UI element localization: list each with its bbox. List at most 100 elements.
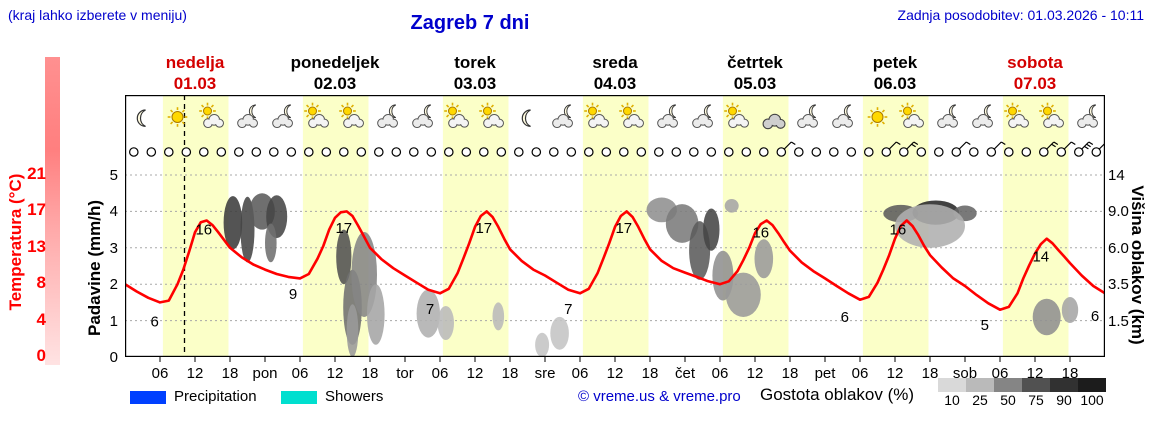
precipitation-swatch bbox=[130, 391, 166, 404]
day-header-petek: petek 06.03 bbox=[825, 52, 965, 94]
temp-value-label: 17 bbox=[475, 220, 492, 237]
day-name: sreda bbox=[592, 53, 638, 72]
wind-symbol bbox=[933, 147, 944, 157]
x-tick-label: 18 bbox=[782, 365, 799, 382]
x-tick-label: tor bbox=[396, 365, 414, 382]
day-name: četrtek bbox=[727, 53, 783, 72]
x-tick-label: 18 bbox=[642, 365, 659, 382]
moon-cloud-icon bbox=[692, 104, 713, 129]
wind-symbol bbox=[723, 147, 734, 157]
cloud-blob bbox=[535, 332, 550, 357]
precipitation-tick: 4 bbox=[109, 203, 118, 221]
sun-cloud-icon bbox=[584, 102, 609, 129]
cloud-height-tick: 14 bbox=[1108, 167, 1125, 184]
density-box-90 bbox=[1050, 378, 1078, 392]
moon-cloud-icon bbox=[832, 104, 853, 129]
x-tick-label: 06 bbox=[712, 365, 729, 382]
temperature-tick: 4 bbox=[36, 309, 46, 329]
x-tick-label: 18 bbox=[362, 365, 379, 382]
wind-symbol bbox=[548, 147, 559, 157]
x-tick-label: 12 bbox=[187, 365, 204, 382]
temp-value-label: 16 bbox=[752, 224, 769, 241]
temperature-tick: 8 bbox=[36, 273, 46, 293]
x-tick-label: pon bbox=[252, 365, 277, 382]
moon-cloud-icon bbox=[237, 104, 258, 129]
x-tick-label: 18 bbox=[222, 365, 239, 382]
cloud-blob bbox=[437, 306, 454, 340]
x-tick-label: 12 bbox=[327, 365, 344, 382]
wind-symbol bbox=[374, 147, 384, 157]
moon-cloud-icon bbox=[797, 104, 818, 129]
wind-symbol bbox=[951, 141, 971, 157]
temperature-tick: 17 bbox=[27, 200, 46, 220]
wind-symbol bbox=[216, 147, 227, 157]
wind-symbol bbox=[793, 147, 804, 157]
wind-symbol bbox=[601, 147, 612, 157]
day-header-ponedeljek: ponedeljek 02.03 bbox=[265, 52, 405, 94]
cloud-density-label: Gostota oblakov (%) bbox=[760, 385, 915, 404]
copyright-link[interactable]: © vreme.us & vreme.pro bbox=[578, 388, 741, 405]
sun-cloud-icon bbox=[1004, 102, 1029, 129]
x-tick-label: 12 bbox=[747, 365, 764, 382]
density-tick-label: 90 bbox=[1056, 392, 1072, 408]
cloud-blob bbox=[665, 204, 699, 243]
wind-symbol bbox=[863, 147, 874, 157]
x-tick-label: 06 bbox=[292, 365, 309, 382]
moon-cloud-icon bbox=[412, 104, 433, 129]
moon-cloud-icon bbox=[972, 104, 993, 129]
wind-symbol bbox=[269, 147, 279, 157]
temperature-colorbar bbox=[45, 57, 60, 365]
cloud-blob bbox=[1061, 297, 1079, 323]
sun-cloud-icon bbox=[444, 102, 469, 129]
precipitation-tick: 0 bbox=[109, 349, 118, 366]
wind-symbol bbox=[671, 147, 682, 157]
sun-cloud-icon bbox=[339, 102, 364, 129]
cloud-blob bbox=[725, 272, 761, 317]
x-tick-label: pet bbox=[815, 365, 837, 382]
day-header-nedelja: nedelja 01.03 bbox=[125, 52, 265, 94]
wind-symbol bbox=[1091, 142, 1105, 157]
x-tick-label: 12 bbox=[607, 365, 624, 382]
sun-icon bbox=[167, 107, 188, 127]
wind-symbol bbox=[443, 147, 454, 157]
cloud-blob bbox=[265, 223, 277, 263]
day-name: sobota bbox=[1007, 53, 1063, 72]
cloud-blob bbox=[550, 316, 569, 350]
temp-value-label: 17 bbox=[615, 220, 632, 237]
moon-cloud-icon bbox=[552, 104, 573, 129]
x-tick-label: 12 bbox=[467, 365, 484, 382]
sun-cloud-icon bbox=[304, 102, 329, 129]
density-box-10 bbox=[938, 378, 966, 392]
x-tick-label: 06 bbox=[852, 365, 869, 382]
day-header-sobota: sobota 07.03 bbox=[965, 52, 1105, 94]
cloud-blob bbox=[223, 196, 243, 250]
wind-symbol bbox=[339, 147, 349, 157]
cloud-height-tick: 6.0 bbox=[1108, 239, 1129, 257]
temp-value-label: 14 bbox=[1032, 249, 1049, 266]
precipitation-label: Precipitation bbox=[174, 388, 257, 405]
wind-symbol bbox=[146, 147, 157, 157]
temp-value-label: 17 bbox=[335, 220, 352, 237]
sun-cloud-icon bbox=[899, 102, 924, 129]
day-header-torek: torek 03.03 bbox=[405, 52, 545, 94]
temp-value-label: 16 bbox=[890, 222, 907, 239]
wind-symbol bbox=[461, 147, 472, 157]
cloud-height-tick: 1.5 bbox=[1108, 312, 1129, 330]
showers-swatch bbox=[281, 391, 317, 404]
sun-cloud-icon bbox=[724, 102, 749, 129]
temperature-tick: 0 bbox=[36, 346, 46, 365]
cloud-blob bbox=[895, 204, 965, 248]
x-tick-label: 18 bbox=[1062, 365, 1079, 382]
x-tick-label: 12 bbox=[1027, 365, 1044, 382]
wind-symbol bbox=[706, 147, 717, 157]
temp-value-label: 16 bbox=[195, 222, 212, 239]
temp-value-label: 5 bbox=[981, 317, 989, 334]
cloud-blob bbox=[346, 304, 359, 357]
wind-symbol bbox=[618, 147, 629, 157]
moon-cloud-icon bbox=[937, 104, 958, 129]
wind-symbol bbox=[408, 147, 419, 157]
wind-symbol bbox=[181, 147, 192, 157]
density-box-50 bbox=[994, 378, 1022, 392]
cloud-height-tick: 3.5 bbox=[1108, 276, 1129, 294]
